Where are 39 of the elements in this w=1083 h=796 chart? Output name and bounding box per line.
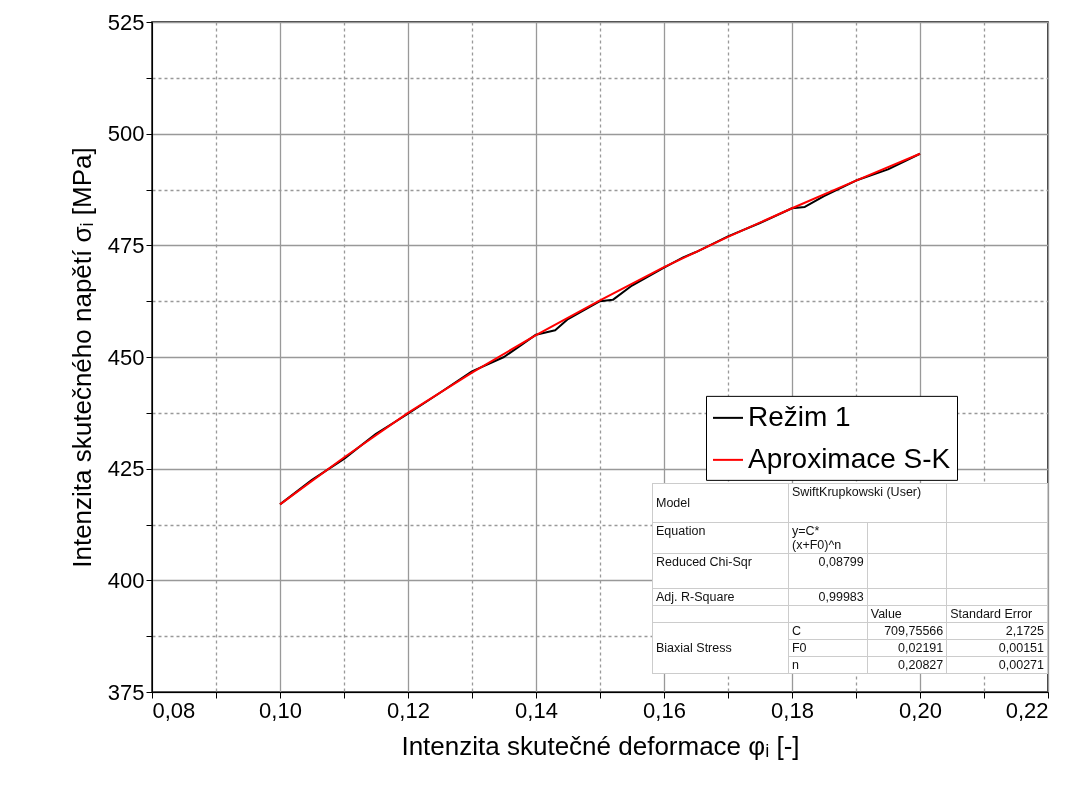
y-axis-title: Intenzita skutečného napětí σᵢ [MPa]	[66, 147, 97, 568]
y-tick-label: 425	[107, 456, 145, 482]
x-tick-label: 0,20	[899, 697, 942, 723]
annotation: Biaxial Stress	[652, 622, 789, 674]
annotation: Model	[652, 483, 789, 523]
annotation: 0,00271	[946, 656, 1048, 674]
y-tick-label: 400	[107, 567, 145, 593]
legend-label: Režim 1	[748, 400, 851, 432]
annotation: 2,1725	[946, 622, 1048, 640]
annotation: y=C*(x+F0)^n	[788, 522, 868, 554]
annotation: 0,99983	[788, 588, 868, 606]
annotation: 0,20827	[867, 656, 947, 674]
annotation: Value	[867, 605, 947, 623]
y-tick-label: 475	[107, 232, 145, 258]
annotation: 0,08799	[788, 553, 868, 589]
annotation: 0,02191	[867, 639, 947, 657]
legend-label: Aproximace S-K	[748, 442, 951, 474]
x-tick-label: 0,16	[643, 697, 686, 723]
x-tick-label: 0,22	[1005, 697, 1049, 723]
annotation: SwiftKrupkowski (User)	[788, 483, 947, 523]
annotation: Standard Error	[946, 605, 1048, 623]
x-tick-label: 0,08	[152, 697, 196, 723]
annotation: n	[788, 656, 868, 674]
annotation: 709,75566	[867, 622, 947, 640]
annotation: Equation	[652, 522, 789, 554]
x-tick-label: 0,12	[387, 697, 430, 723]
annotation: Adj. R-Square	[652, 588, 789, 606]
annotation: 0,00151	[946, 639, 1048, 657]
y-tick-label: 375	[107, 679, 145, 705]
y-tick-label: 500	[107, 121, 145, 147]
x-tick-label: 0,10	[259, 697, 302, 723]
y-tick-label: 525	[107, 9, 145, 35]
x-axis-title: Intenzita skutečné deformace φᵢ [-]	[401, 730, 800, 761]
annotation: C	[788, 622, 868, 640]
annotation: Reduced Chi-Sqr	[652, 553, 789, 589]
x-tick-label: 0,18	[771, 697, 814, 723]
x-tick-label: 0,14	[515, 697, 558, 723]
annotation: F0	[788, 639, 868, 657]
y-tick-label: 450	[107, 344, 145, 370]
